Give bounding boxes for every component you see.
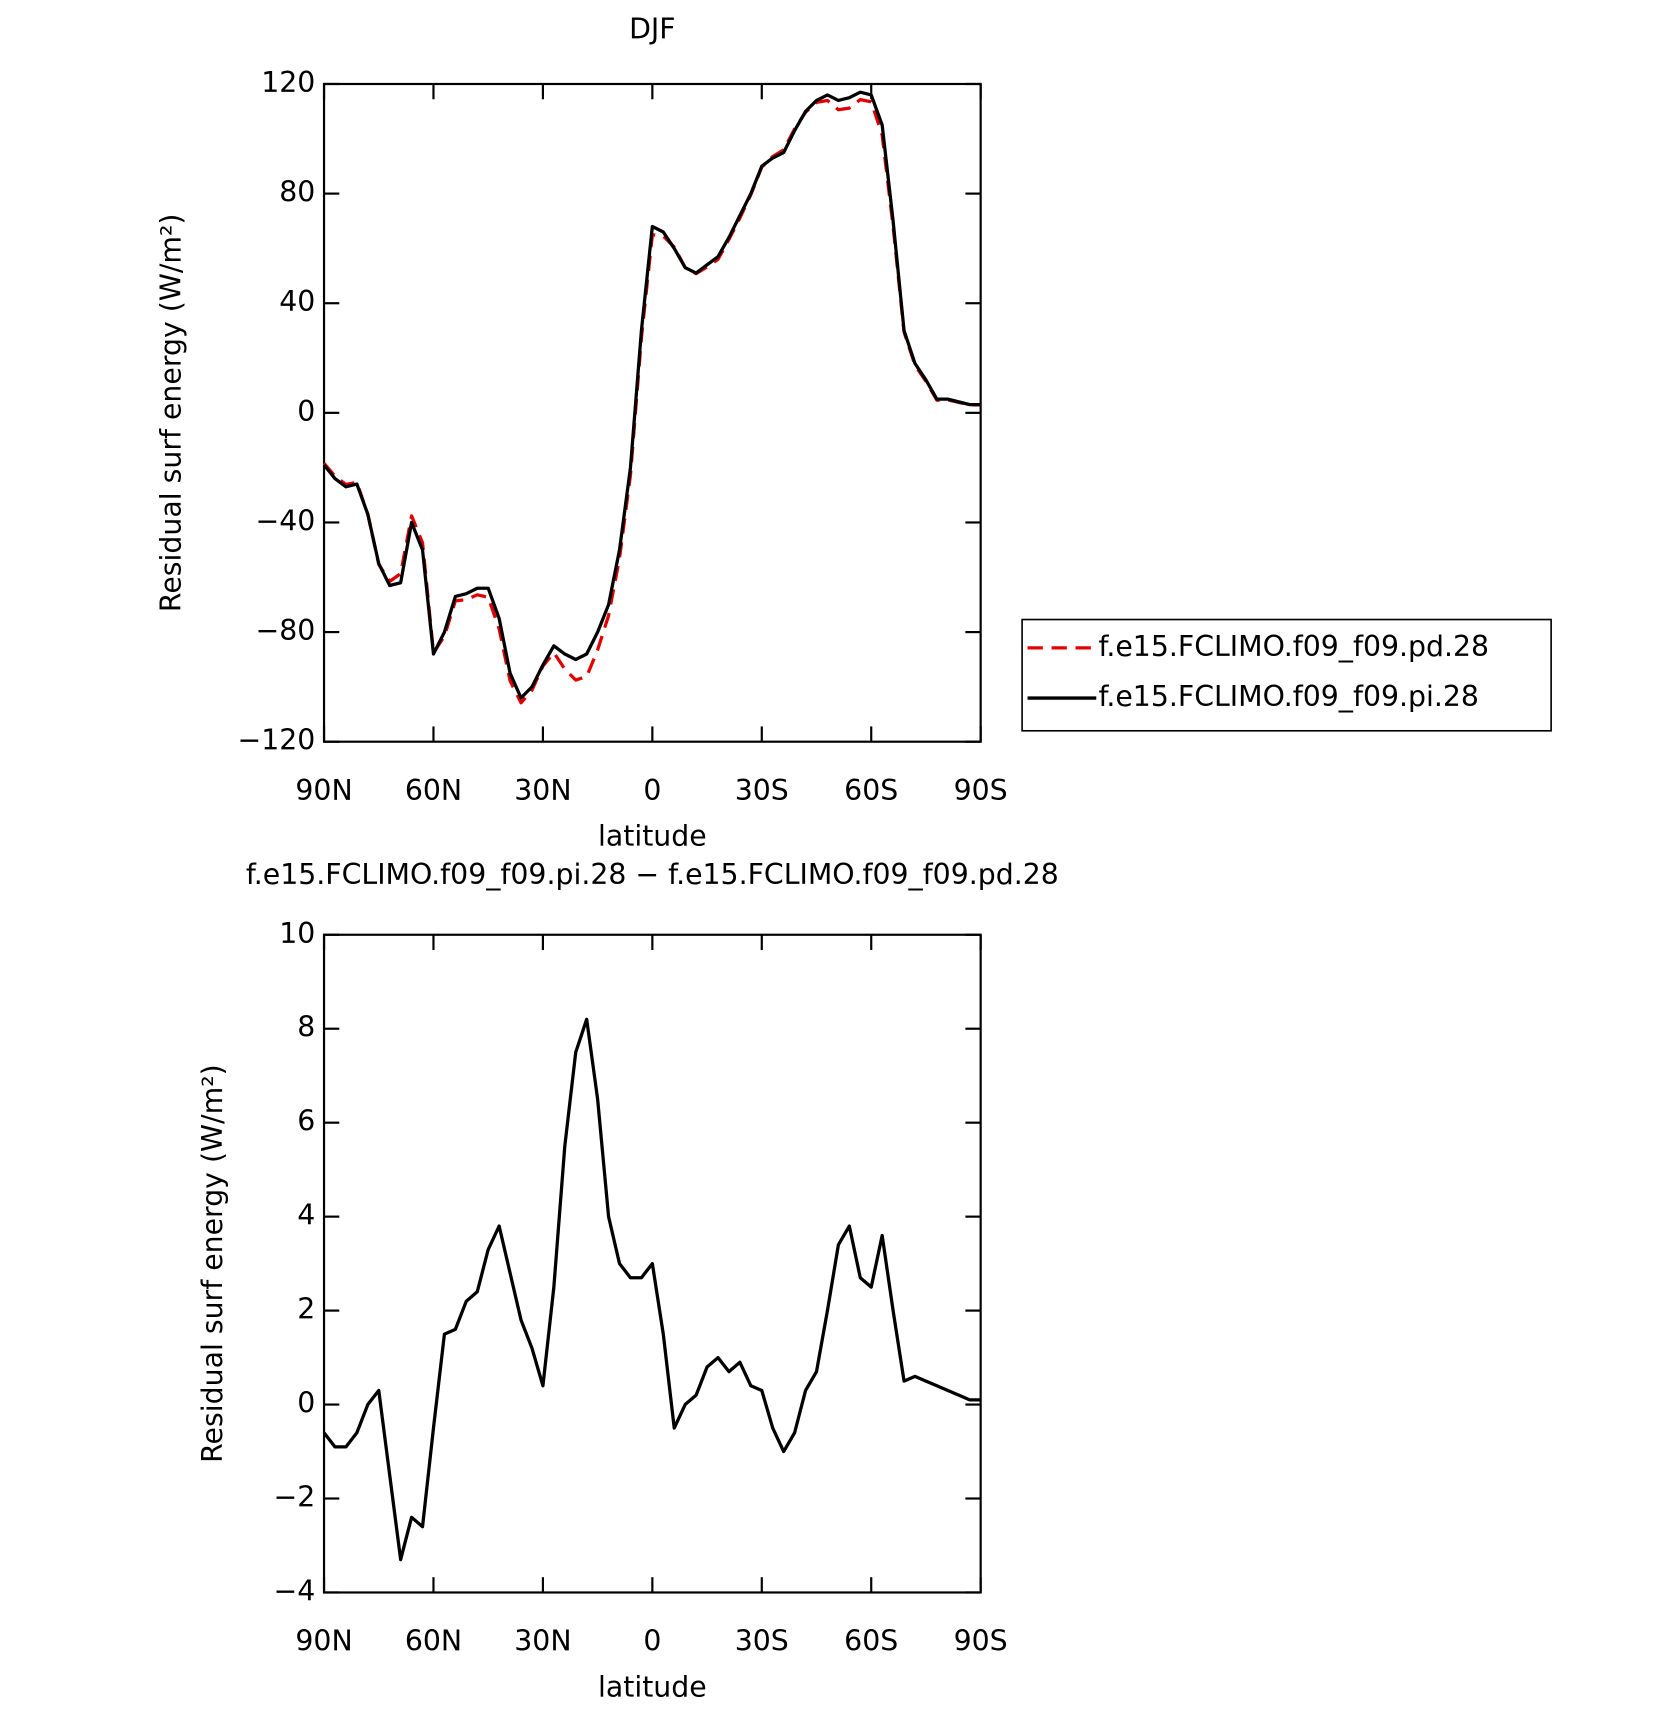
- legend-label: f.e15.FCLIMO.f09_f09.pd.28: [1098, 630, 1489, 663]
- y-tick-label: −120: [237, 724, 315, 757]
- x-tick-label: 0: [643, 774, 661, 807]
- x-tick-label: 30S: [735, 774, 789, 807]
- x-tick-label: 0: [643, 1625, 661, 1658]
- x-tick-label: 30N: [514, 1625, 571, 1658]
- chart-title: f.e15.FCLIMO.f09_f09.pi.28 − f.e15.FCLIM…: [246, 858, 1059, 891]
- x-tick-label: 90N: [295, 1625, 352, 1658]
- legend-label: f.e15.FCLIMO.f09_f09.pi.28: [1098, 680, 1479, 713]
- x-tick-label: 30N: [514, 774, 571, 807]
- x-tick-label: 60S: [844, 1625, 898, 1658]
- y-tick-label: −40: [255, 504, 315, 537]
- x-tick-label: 90S: [954, 774, 1008, 807]
- x-tick-label: 90N: [295, 774, 352, 807]
- x-tick-label: 90S: [954, 1625, 1008, 1658]
- y-tick-label: 10: [279, 917, 315, 950]
- y-tick-label: 8: [297, 1011, 315, 1044]
- y-tick-label: 40: [279, 285, 315, 318]
- data-line: [322, 1017, 981, 1562]
- x-tick-label: 60N: [405, 1625, 462, 1658]
- plot-frame: [322, 82, 982, 743]
- y-tick-label: −4: [274, 1574, 316, 1607]
- x-axis-label: latitude: [598, 1670, 707, 1703]
- y-tick-label: −2: [274, 1481, 316, 1514]
- x-tick-label: 60N: [405, 774, 462, 807]
- y-tick-label: 120: [261, 66, 315, 99]
- y-tick-label: −80: [255, 614, 315, 647]
- chart-title: DJF: [629, 13, 676, 46]
- x-axis-label: latitude: [598, 820, 707, 853]
- y-tick-label: 80: [279, 176, 315, 209]
- y-tick-label: 4: [297, 1199, 315, 1232]
- y-axis-label: Residual surf energy (W/m²): [196, 1064, 229, 1463]
- data-line: [322, 97, 981, 705]
- legend-box: [1021, 618, 1552, 732]
- y-tick-label: 0: [297, 1387, 315, 1420]
- y-axis-label: Residual surf energy (W/m²): [154, 214, 187, 613]
- x-tick-label: 30S: [735, 1625, 789, 1658]
- data-line: [322, 90, 981, 700]
- x-tick-label: 60S: [844, 774, 898, 807]
- y-tick-label: 0: [297, 395, 315, 428]
- y-tick-label: 6: [297, 1105, 315, 1138]
- y-tick-label: 2: [297, 1293, 315, 1326]
